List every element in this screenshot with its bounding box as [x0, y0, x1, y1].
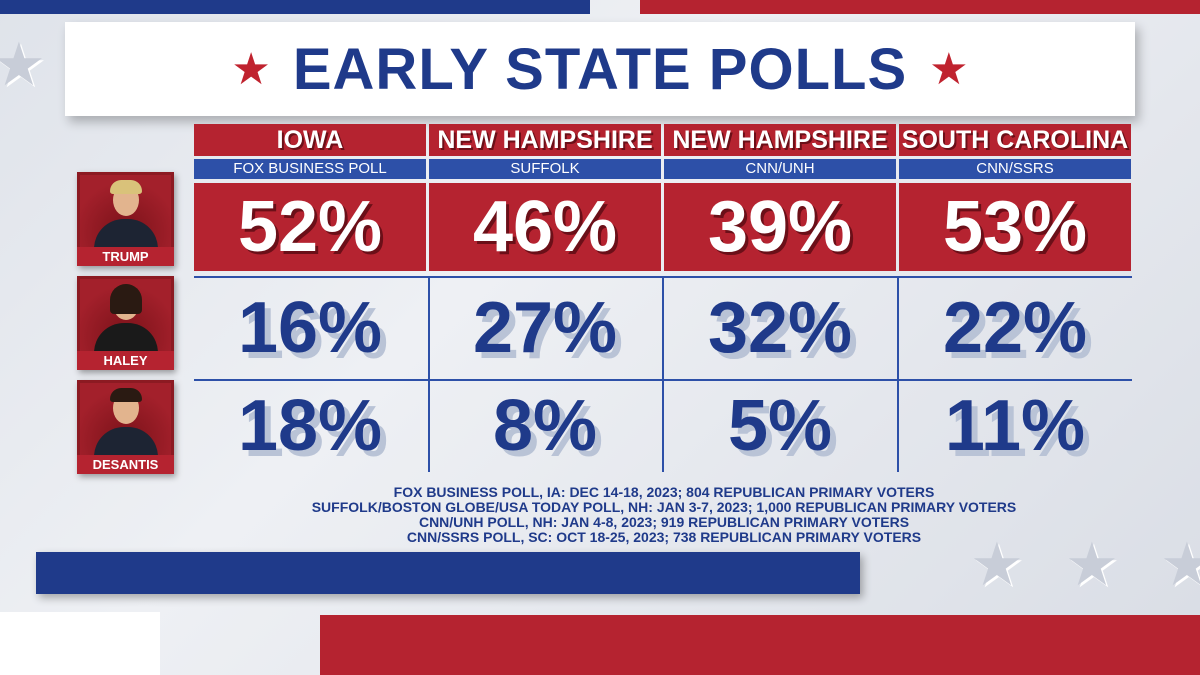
source-footnotes: FOX BUSINESS POLL, IA: DEC 14-18, 2023; … — [194, 485, 1134, 545]
poll-value: 27% — [472, 288, 618, 368]
poll-label: FOX BUSINESS POLL — [194, 159, 426, 179]
poll-label: SUFFOLK — [429, 159, 661, 179]
poll-value: 46% — [429, 183, 661, 271]
candidate-card-trump: TRUMP — [77, 172, 174, 266]
bg-star-icon: ★ — [970, 531, 1024, 598]
column-divider — [897, 276, 899, 472]
state-label: IOWA — [194, 124, 426, 156]
poll-label: CNN/UNH — [664, 159, 896, 179]
poll-value: 32% — [707, 288, 853, 368]
bg-star-icon: ★ — [1065, 531, 1119, 598]
column-header-new-hampshire-cnn: NEW HAMPSHIRE CNN/UNH — [664, 124, 896, 179]
bg-stripe-red-top — [640, 0, 1200, 14]
footnote-line: SUFFOLK/BOSTON GLOBE/USA TODAY POLL, NH:… — [311, 499, 1017, 515]
poll-value: 8% — [492, 386, 598, 466]
star-icon: ★ — [231, 44, 271, 94]
candidate-name: TRUMP — [77, 247, 174, 266]
candidate-card-desantis: DESANTIS — [77, 380, 174, 474]
bg-stripe-red-bottom — [320, 615, 1200, 675]
footnote-line: CNN/SSRS POLL, SC: OCT 18-25, 2023; 738 … — [406, 529, 922, 545]
page-title: EARLY STATE POLLS — [292, 36, 908, 102]
bg-stripe-blue-bottom — [36, 552, 860, 594]
column-divider — [662, 276, 664, 472]
bg-panel-white-bottom — [0, 612, 160, 675]
poll-label: CNN/SSRS — [899, 159, 1131, 179]
title-bar: ★ EARLY STATE POLLS ★ — [65, 22, 1135, 116]
state-label: NEW HAMPSHIRE — [664, 124, 896, 156]
column-header-iowa: IOWA FOX BUSINESS POLL — [194, 124, 426, 179]
column-header-south-carolina: SOUTH CAROLINA CNN/SSRS — [899, 124, 1131, 179]
poll-value: 22% — [942, 288, 1088, 368]
poll-value: 16% — [237, 288, 383, 368]
state-label: SOUTH CAROLINA — [899, 124, 1131, 156]
poll-value: 18% — [237, 386, 383, 466]
candidate-name: HALEY — [77, 351, 174, 370]
footnote-line: FOX BUSINESS POLL, IA: DEC 14-18, 2023; … — [393, 484, 935, 500]
candidate-photo — [80, 383, 171, 455]
state-label: NEW HAMPSHIRE — [429, 124, 661, 156]
poll-value: 5% — [727, 386, 833, 466]
poll-value: 52% — [194, 183, 426, 271]
candidate-name: DESANTIS — [77, 455, 174, 474]
table-row-haley: 16% 27% 32% 22% — [194, 278, 1132, 378]
bg-stripe-blue-top — [0, 0, 590, 14]
candidate-card-haley: HALEY — [77, 276, 174, 370]
candidate-photo — [80, 279, 171, 351]
column-divider — [428, 276, 430, 472]
bg-star-icon: ★ — [1160, 531, 1200, 598]
candidate-photo — [80, 175, 171, 247]
poll-value: 11% — [944, 386, 1086, 466]
poll-value: 53% — [899, 183, 1131, 271]
table-row-desantis: 18% 8% 5% 11% — [194, 382, 1132, 470]
footnote-line: CNN/UNH POLL, NH: JAN 4-8, 2023; 919 REP… — [418, 514, 910, 530]
column-header-new-hampshire-suffolk: NEW HAMPSHIRE SUFFOLK — [429, 124, 661, 179]
table-row-trump: 52% 46% 39% 53% — [194, 183, 1132, 271]
poll-value: 39% — [664, 183, 896, 271]
star-icon: ★ — [929, 44, 969, 94]
bg-star-icon: ★ — [0, 31, 46, 98]
